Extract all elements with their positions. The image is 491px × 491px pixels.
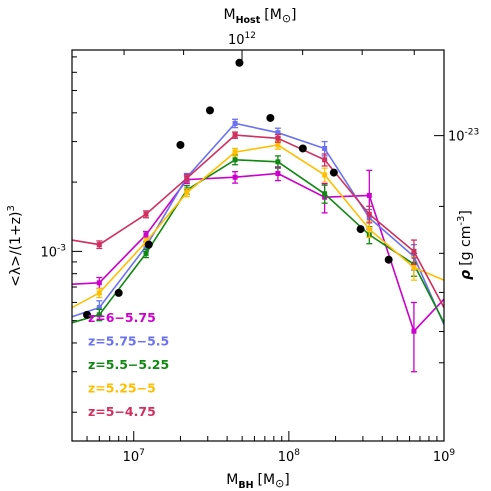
data-point — [366, 226, 372, 232]
data-point — [184, 175, 190, 181]
data-point — [411, 248, 417, 254]
data-point — [96, 280, 102, 286]
legend: z=6−5.75 z=5.75−5.5 z=5.5−5.25 z=5.25−5 z=5−… — [88, 310, 169, 419]
data-point — [322, 172, 328, 178]
data-point — [96, 305, 102, 311]
data-point — [232, 149, 238, 155]
series-line-0 — [72, 172, 444, 333]
left-axis-label: <λ>/(1+z)3 — [6, 205, 24, 287]
legend-entry-2: z=5.5−5.25 — [88, 357, 169, 372]
legend-entry-3: z=5.25−5 — [88, 381, 156, 396]
sun-symbol-top: ⊙ — [282, 12, 291, 25]
density-point — [205, 106, 214, 115]
density-point — [329, 168, 338, 177]
data-point — [411, 328, 417, 334]
series-line-4 — [72, 134, 444, 308]
bottom-axis-label: MBH [M⊙] — [226, 472, 290, 491]
data-point — [366, 192, 372, 198]
density-point — [384, 255, 393, 264]
data-point — [232, 120, 238, 126]
data-point — [143, 211, 149, 217]
data-point — [275, 142, 281, 148]
legend-entry-4: z=5−4.75 — [88, 404, 156, 419]
x-tick-label: 107 — [123, 448, 145, 465]
legend-entry-0: z=6−5.75 — [88, 310, 156, 325]
series-line-3 — [72, 144, 444, 309]
data-point — [96, 290, 102, 296]
density-point — [235, 58, 244, 67]
data-point — [232, 157, 238, 163]
data-point — [96, 312, 102, 318]
plot-frame — [71, 49, 445, 442]
data-point — [322, 145, 328, 151]
top-tick-label: 1012 — [228, 31, 256, 48]
density-point — [356, 225, 365, 234]
density-point — [298, 144, 307, 153]
data-point — [232, 132, 238, 138]
series-line-2 — [72, 158, 444, 324]
density-point — [266, 113, 275, 122]
legend-entry-1: z=5.75−5.5 — [88, 334, 169, 349]
data-point — [322, 191, 328, 197]
density-point — [83, 310, 92, 319]
x-tick-label: 108 — [278, 448, 301, 465]
density-point — [144, 240, 153, 249]
data-point — [143, 250, 149, 256]
data-point — [275, 159, 281, 165]
data-point — [322, 157, 328, 163]
sun-symbol-bottom: ⊙ — [275, 477, 284, 490]
right-axis-label: ρ[g cm-3] — [456, 210, 474, 280]
data-point — [96, 242, 102, 248]
top-axis-label: MHost [M⊙] — [223, 7, 296, 26]
series-line-1 — [72, 122, 444, 326]
data-point — [184, 190, 190, 196]
data-point — [143, 232, 149, 238]
data-point — [275, 170, 281, 176]
density-point — [114, 288, 123, 297]
data-point — [366, 211, 372, 217]
right-tick-label: 10-23 — [448, 128, 479, 145]
data-point — [275, 135, 281, 141]
data-point — [232, 174, 238, 180]
y-tick-label: 10-3 — [40, 243, 66, 260]
density-point — [176, 140, 185, 149]
data-point — [411, 265, 417, 271]
x-tick-label: 109 — [433, 448, 456, 465]
data-point — [275, 130, 281, 136]
